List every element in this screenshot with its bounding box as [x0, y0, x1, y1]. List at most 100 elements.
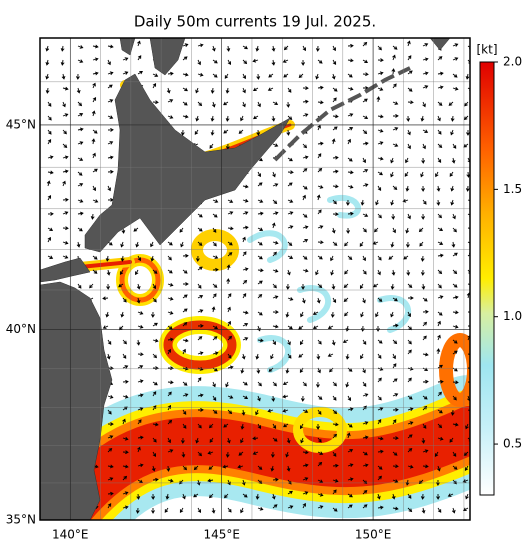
arrow [252, 115, 259, 120]
arrow [437, 56, 443, 61]
arrow [137, 463, 144, 468]
arrow [283, 423, 289, 428]
arrow [256, 129, 261, 136]
arrow [301, 283, 305, 290]
arrow [227, 479, 231, 486]
arrow [77, 283, 82, 289]
colorbar-label: [kt] [476, 43, 497, 57]
arrow [272, 310, 279, 315]
arrow [212, 325, 219, 330]
arrow [242, 211, 249, 215]
arrow [122, 505, 129, 510]
arrow [317, 409, 322, 415]
arrow [287, 297, 294, 301]
arrow [421, 507, 426, 514]
arrow [407, 283, 413, 288]
arrow [392, 353, 396, 360]
arrow [283, 73, 289, 78]
arrow [373, 283, 379, 288]
arrow [345, 199, 350, 206]
arrow [312, 311, 319, 315]
arrow [197, 101, 203, 107]
arrow [272, 437, 278, 442]
arrow [392, 143, 399, 147]
arrow [197, 393, 204, 398]
arrow [377, 171, 383, 176]
arrow [167, 241, 173, 246]
arrow [376, 325, 380, 332]
x-tick-label: 140°E [52, 528, 89, 542]
arrow [136, 339, 141, 346]
arrow [299, 339, 304, 346]
arrow [342, 339, 349, 343]
arrow [226, 264, 231, 271]
arrow [212, 293, 217, 299]
arrow [362, 115, 369, 119]
arrow [362, 463, 369, 468]
arrow [407, 40, 411, 47]
arrow [317, 451, 324, 455]
arrow [167, 269, 173, 274]
arrow [407, 55, 412, 61]
arrow [467, 409, 470, 413]
arrow [330, 311, 335, 318]
arrow [122, 379, 129, 384]
arrow [107, 435, 114, 439]
arrow [330, 269, 334, 276]
arrow [152, 391, 157, 397]
arrow [346, 227, 351, 234]
arrow [272, 381, 277, 387]
arrow [241, 353, 246, 360]
arrow [272, 295, 279, 299]
arrow [392, 393, 399, 397]
arrow [332, 507, 338, 512]
arrow [257, 199, 264, 203]
arrow [272, 101, 279, 105]
arrow [302, 409, 309, 413]
arrow [257, 507, 264, 511]
arrow [195, 255, 200, 262]
arrow [207, 450, 214, 455]
arrow [377, 395, 382, 401]
arrow [107, 477, 114, 481]
arrow [452, 283, 458, 288]
arrow [392, 45, 398, 50]
arrow [437, 283, 442, 289]
arrow [360, 311, 364, 318]
arrow [422, 449, 429, 454]
arrow [332, 297, 337, 304]
arrow [437, 391, 442, 397]
arrow [437, 115, 441, 122]
arrow [362, 393, 369, 397]
arrow [197, 43, 204, 48]
arrow [436, 348, 441, 355]
arrow [137, 365, 144, 369]
arrow [407, 70, 413, 75]
arrow [390, 241, 395, 248]
arrow [407, 143, 411, 150]
arrow [437, 85, 444, 90]
arrow [377, 465, 383, 470]
arrow [122, 475, 128, 481]
arrow [449, 171, 454, 177]
arrow [302, 143, 308, 149]
arrow [152, 381, 158, 386]
arrow [437, 295, 444, 299]
arrow [407, 407, 414, 412]
arrow [407, 493, 412, 499]
arrow [122, 464, 129, 469]
arrow [137, 379, 144, 384]
arrow [285, 283, 290, 290]
arrow [208, 493, 214, 499]
arrow [287, 87, 292, 93]
arrow [122, 57, 129, 61]
arrow [406, 115, 411, 122]
arrow [46, 180, 51, 187]
arrow [212, 199, 219, 203]
arrow [347, 138, 351, 145]
arrow [452, 380, 459, 385]
arrow [287, 225, 294, 229]
arrow [437, 409, 443, 414]
arrow [392, 227, 396, 234]
y-tick-label: 35°N [6, 513, 36, 527]
